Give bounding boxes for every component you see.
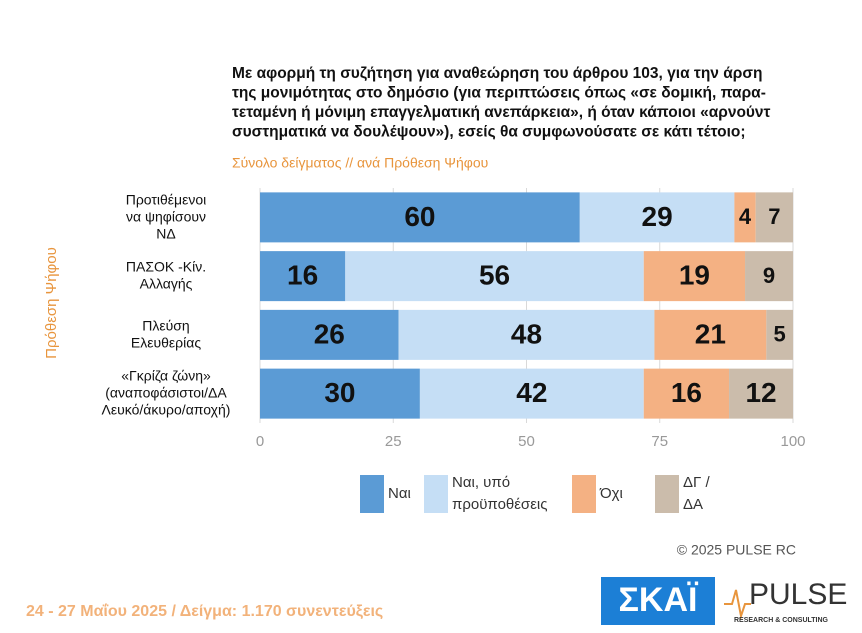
bar-segment <box>729 368 793 419</box>
pulse-logo: PULSE <box>749 578 847 611</box>
data-label: 56 <box>479 260 510 291</box>
data-label: 5 <box>774 322 786 347</box>
bar-segment <box>260 192 580 243</box>
legend-swatch <box>572 475 596 513</box>
legend-label: ΔΓ / ΔΑ <box>683 474 710 513</box>
data-label: 30 <box>324 377 355 408</box>
y-tick-label: Πλεύση Ελευθερίας <box>131 317 201 350</box>
y-axis-label: Πρόθεση Ψήφου <box>43 247 60 359</box>
x-tick-label: 0 <box>256 433 264 450</box>
title-line: Με αφορμή τη συζήτηση για αναθεώρηση του… <box>232 65 762 82</box>
legend-swatch <box>655 475 679 513</box>
legend-swatch <box>360 475 384 513</box>
data-label: 26 <box>314 318 345 349</box>
bar-segment <box>766 309 793 360</box>
bar-segment <box>260 309 399 360</box>
legend-label: Ναι <box>388 485 411 502</box>
x-tick-label: 50 <box>518 433 535 450</box>
bar-segment <box>345 251 644 302</box>
title-line: τεταμένη ή μόνιμη επαγγελματική ανεπάρκε… <box>232 104 771 121</box>
data-label: 19 <box>679 260 710 291</box>
bar-segment <box>745 251 793 302</box>
data-label: 21 <box>695 318 726 349</box>
data-label: 16 <box>287 260 318 291</box>
bar-segment <box>755 192 793 243</box>
legend-label: Όχι <box>599 485 623 502</box>
pulse-logo-sub: RESEARCH & CONSULTING <box>734 617 829 624</box>
data-label: 42 <box>516 377 547 408</box>
data-label: 60 <box>404 201 435 232</box>
data-label: 4 <box>739 204 752 229</box>
skai-logo-text: ΣΚΑΪ <box>619 581 700 619</box>
data-label: 29 <box>642 201 673 232</box>
skai-logo <box>601 577 715 625</box>
title-line: της μονιμότητας στο δημόσιο (για περιπτώ… <box>232 85 766 102</box>
legend-swatch <box>424 475 448 513</box>
bar-segment <box>398 309 655 360</box>
data-label: 9 <box>763 263 775 288</box>
fieldwork: 24 - 27 Μαΐου 2025 / Δείγμα: 1.170 συνεν… <box>26 603 383 620</box>
x-tick-label: 25 <box>385 433 402 450</box>
bar-segment <box>734 192 756 243</box>
bar-segment <box>419 368 644 419</box>
copyright: © 2025 PULSE RC <box>677 542 796 558</box>
bar-segment <box>643 368 730 419</box>
bar-segment <box>260 251 346 302</box>
bar-segment <box>643 251 746 302</box>
data-label: 16 <box>671 377 702 408</box>
data-label: 12 <box>745 377 776 408</box>
y-tick-label: ΠΑΣΟΚ -Κίν. Αλλαγής <box>126 258 206 291</box>
chart-title: Με αφορμή τη συζήτηση για αναθεώρηση του… <box>232 65 771 141</box>
legend-label: Ναι, υπό προϋποθέσεις <box>452 474 547 513</box>
bar-segment <box>260 368 420 419</box>
x-tick-label: 75 <box>651 433 668 450</box>
bar-segment <box>579 192 735 243</box>
title-line: συστηματικά να δουλέψουν»), εσείς θα συμ… <box>232 124 746 141</box>
y-tick-label: Προτιθέμενοι να ψηφίσουν ΝΔ <box>126 191 207 241</box>
data-label: 48 <box>511 318 542 349</box>
y-tick-label: «Γκρίζα ζώνη» (αναποφάσιστοι/ΔΑ Λευκό/άκυρ… <box>102 367 231 417</box>
bar-segment <box>654 309 767 360</box>
data-label: 7 <box>768 204 780 229</box>
x-tick-label: 100 <box>780 433 805 450</box>
chart-subtitle: Σύνολο δείγματος // ανά Πρόθεση Ψήφου <box>232 155 488 171</box>
pulse-logo-wave <box>724 589 751 620</box>
